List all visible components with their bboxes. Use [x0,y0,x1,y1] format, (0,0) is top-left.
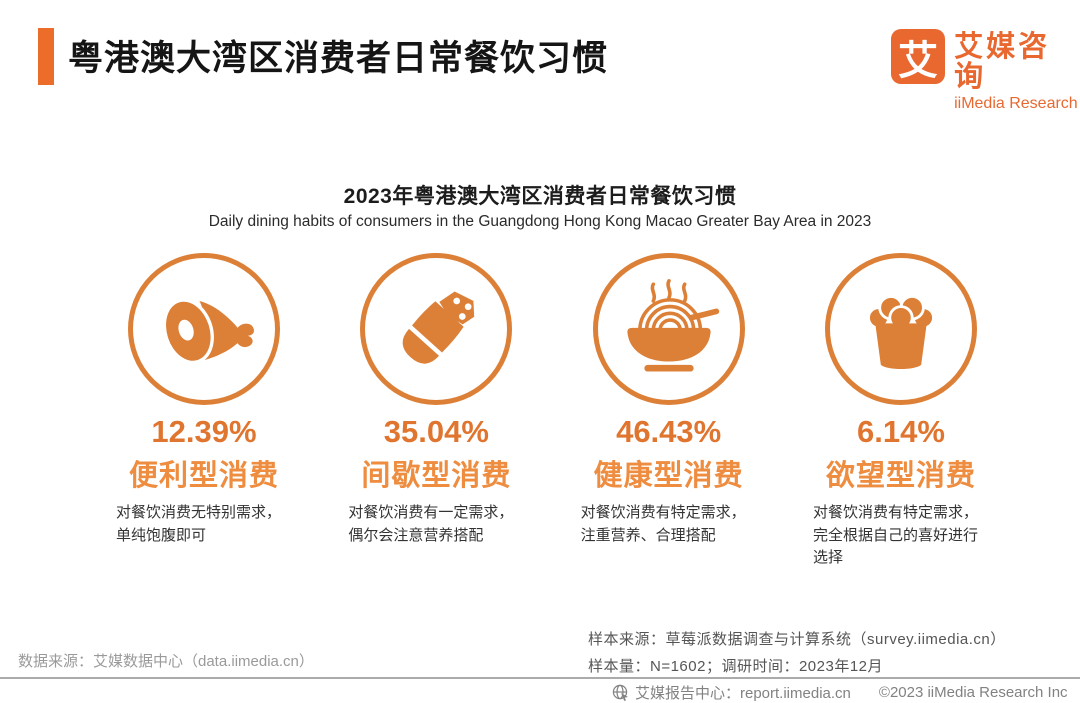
percent-value: 35.04% [383,414,489,449]
category-description: 对餐饮消费无特别需求，单纯饱腹即可 [116,504,282,544]
chart-title: 2023年粤港澳大湾区消费者日常餐饮习惯 [343,185,737,208]
category-title: 健康型消费 [593,460,744,492]
copyright-text: ©2023 iiMedia Research Inc [878,684,1068,701]
logo-text: 艾媒咨询 iiMedia Research [954,29,1080,113]
data-source-note: 数据来源：艾媒数据中心（data.iimedia.cn） [18,653,314,670]
sample-source-note: 样本来源：草莓派数据调查与计算系统（survey.iimedia.cn） [588,631,1006,648]
page-title: 粤港澳大湾区消费者日常餐饮习惯 [68,39,609,78]
percent-value: 12.39% [151,414,257,449]
logo-name-en: iiMedia Research [954,94,1078,112]
popcorn-icon [824,253,977,405]
category-healthy: 46.43% 健康型消费 对餐饮消费有特定需求，注重营养、合理搭配 [560,253,778,570]
footer: 艾媒报告中心：report.iimedia.cn ©2023 iiMedia R… [612,682,1068,703]
percent-value: 46.43% [616,414,722,449]
iimedia-logo: 艾 艾媒咨询 iiMedia Research [891,29,1080,113]
sample-size-note: 样本量：N=1602；调研时间：2023年12月 [588,658,884,675]
report-center-text: 艾媒报告中心：report.iimedia.cn [635,685,851,702]
category-description: 对餐饮消费有特定需求，注重营养、合理搭配 [580,504,746,544]
ham-icon [128,253,280,405]
logo-name-cn: 艾媒咨询 [954,31,1051,94]
wrap-icon [360,253,513,405]
category-title: 欲望型消费 [825,460,976,492]
iimedia-logo-icon: 艾 [891,29,946,84]
category-title: 间歇型消费 [361,460,512,492]
category-desire: 6.14% 欲望型消费 对餐饮消费有特定需求，完全根据自己的喜好进行选择 [792,253,1010,570]
category-convenience: 12.39% 便利型消费 对餐饮消费无特别需求，单纯饱腹即可 [95,253,313,570]
category-title: 便利型消费 [128,460,279,492]
category-description: 对餐饮消费有特定需求，完全根据自己的喜好进行选择 [812,504,978,566]
footer-divider [0,677,1080,679]
globe-cursor-icon [612,684,628,701]
noodle-bowl-icon [592,253,745,405]
percent-value: 6.14% [857,414,945,449]
category-description: 对餐饮消费有一定需求，偶尔会注意营养搭配 [348,504,514,544]
category-columns: 12.39% 便利型消费 对餐饮消费无特别需求，单纯饱腹即可 35. [95,253,1010,570]
category-intermittent: 35.04% 间歇型消费 对餐饮消费有一定需求，偶尔会注意营养搭配 [327,253,545,570]
chart-subtitle: Daily dining habits of consumers in the … [208,213,872,230]
title-accent-bar [38,28,54,85]
